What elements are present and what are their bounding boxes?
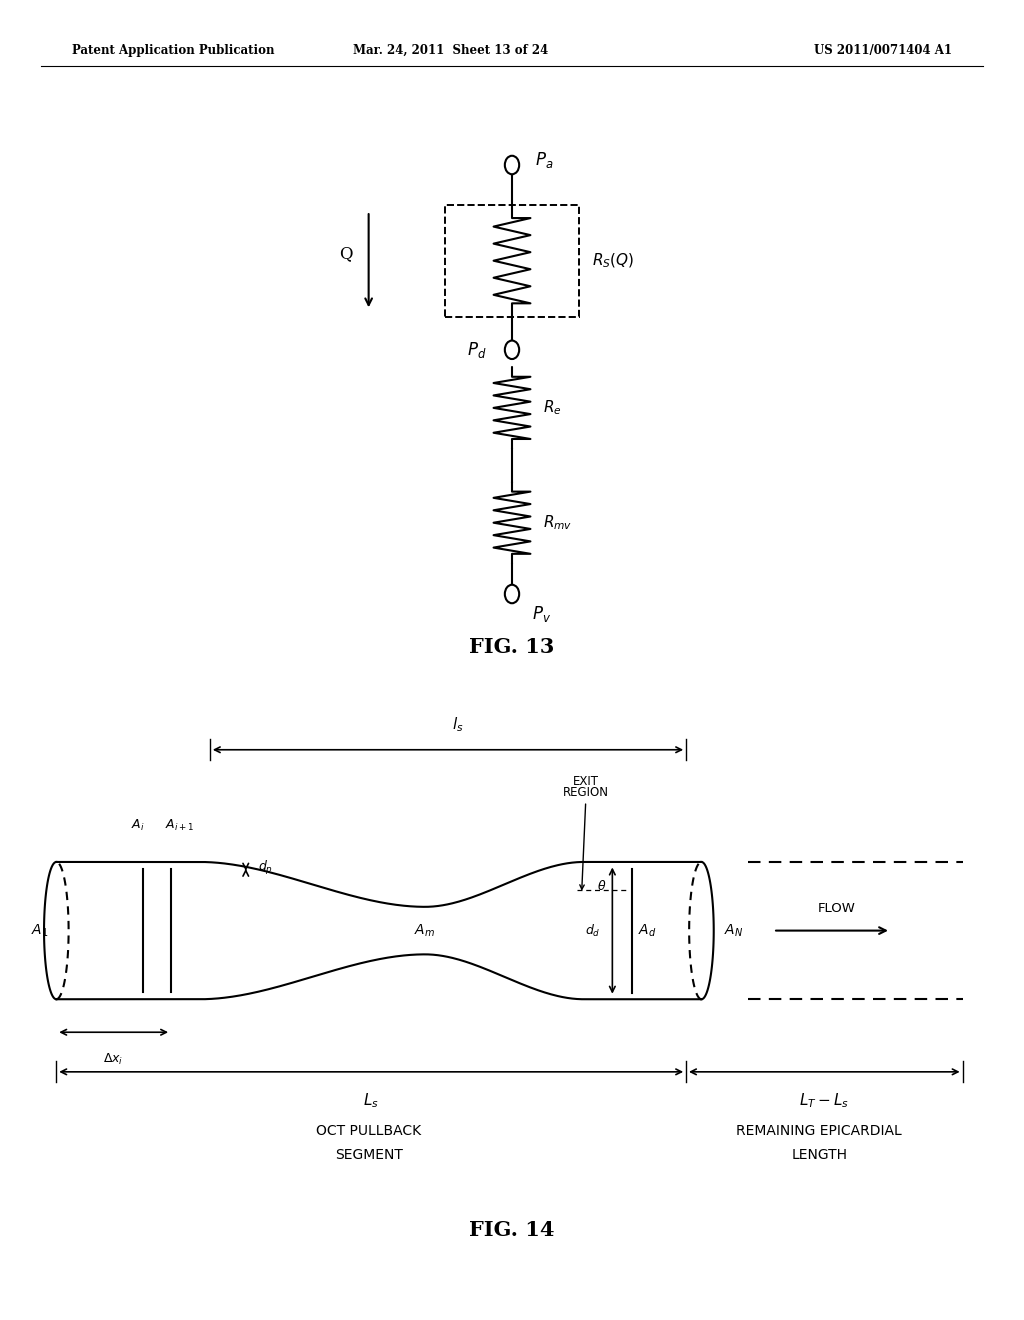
Circle shape bbox=[505, 341, 519, 359]
Text: $P_v$: $P_v$ bbox=[532, 603, 552, 624]
Text: FIG. 14: FIG. 14 bbox=[469, 1220, 555, 1241]
Text: $d_d$: $d_d$ bbox=[585, 923, 600, 939]
Text: REGION: REGION bbox=[563, 785, 608, 799]
Text: $A_{i+1}$: $A_{i+1}$ bbox=[165, 818, 194, 833]
Text: REMAINING EPICARDIAL: REMAINING EPICARDIAL bbox=[736, 1125, 902, 1138]
Text: $A_1$: $A_1$ bbox=[31, 923, 48, 939]
Circle shape bbox=[505, 585, 519, 603]
Text: $A_N$: $A_N$ bbox=[724, 923, 743, 939]
Text: $R_{mv}$: $R_{mv}$ bbox=[543, 513, 572, 532]
Text: $P_d$: $P_d$ bbox=[467, 339, 486, 360]
Text: $\Delta x_i$: $\Delta x_i$ bbox=[103, 1052, 124, 1067]
Text: SEGMENT: SEGMENT bbox=[335, 1148, 402, 1162]
Text: OCT PULLBACK: OCT PULLBACK bbox=[316, 1125, 421, 1138]
Text: $A_m$: $A_m$ bbox=[415, 923, 435, 939]
Text: $\theta$: $\theta$ bbox=[597, 879, 606, 892]
Text: $A_d$: $A_d$ bbox=[638, 923, 656, 939]
Text: FIG. 13: FIG. 13 bbox=[469, 636, 555, 657]
Text: $L_s$: $L_s$ bbox=[364, 1092, 379, 1110]
Text: US 2011/0071404 A1: US 2011/0071404 A1 bbox=[814, 44, 952, 57]
Text: Patent Application Publication: Patent Application Publication bbox=[72, 44, 274, 57]
Bar bbox=[445, 205, 579, 317]
Text: $L_T -L_s$: $L_T -L_s$ bbox=[800, 1092, 849, 1110]
Text: $A_i$: $A_i$ bbox=[131, 818, 145, 833]
Text: Mar. 24, 2011  Sheet 13 of 24: Mar. 24, 2011 Sheet 13 of 24 bbox=[353, 44, 548, 57]
Text: Q: Q bbox=[339, 246, 353, 263]
Text: $R_S(Q)$: $R_S(Q)$ bbox=[592, 252, 634, 269]
Text: $R_e$: $R_e$ bbox=[543, 399, 561, 417]
Text: $d_p$: $d_p$ bbox=[258, 859, 273, 878]
Text: $l_s$: $l_s$ bbox=[453, 715, 464, 734]
Circle shape bbox=[505, 156, 519, 174]
Text: $P_a$: $P_a$ bbox=[535, 149, 553, 170]
Text: EXIT: EXIT bbox=[572, 775, 599, 788]
Text: FLOW: FLOW bbox=[818, 902, 856, 915]
Text: LENGTH: LENGTH bbox=[792, 1148, 847, 1162]
